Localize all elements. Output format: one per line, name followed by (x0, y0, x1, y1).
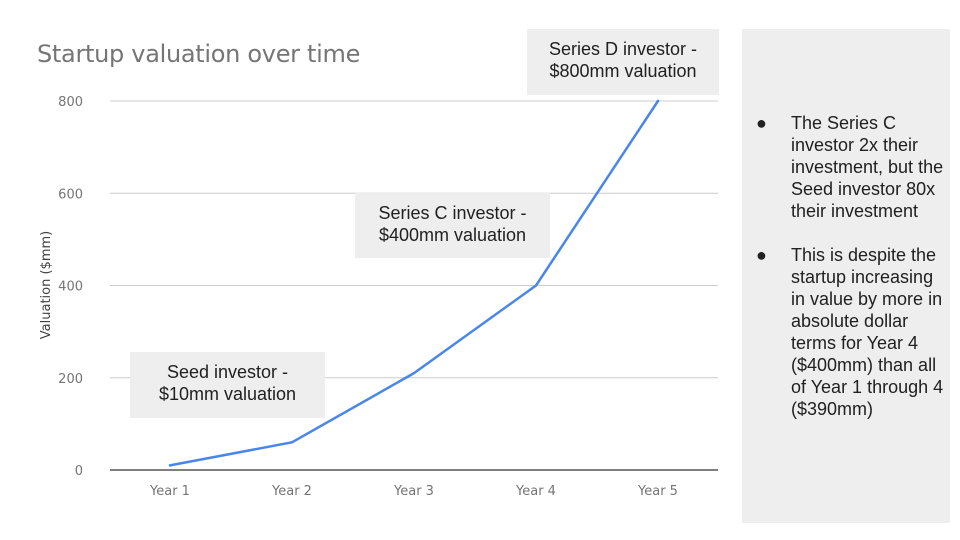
x-tick-label: Year 1 (149, 484, 190, 499)
y-tick-label: 600 (58, 187, 83, 202)
annotation-series-d-investor: Series D investor - $800mm valuation (527, 29, 719, 95)
y-tick-label: 400 (58, 280, 83, 295)
data-point (291, 441, 293, 443)
y-tick-label: 800 (58, 95, 83, 110)
y-tick-label: 200 (58, 372, 83, 387)
note-text: The Series C investor 2x their investmen… (791, 113, 943, 221)
annotation-series-c-investor: Series C investor - $400mm valuation (355, 193, 550, 258)
annotation-series-c-line-2: $400mm valuation (365, 224, 540, 246)
y-axis-title: Valuation ($mm) (39, 231, 54, 339)
note-text: This is despite the startup increasing i… (791, 245, 943, 419)
y-axis-ticks: 0 200 400 600 800 (58, 95, 83, 479)
y-tick-label: 0 (75, 464, 83, 479)
data-point (657, 100, 659, 102)
data-point (413, 372, 415, 374)
annotation-seed-line-1: Seed investor - (140, 361, 315, 383)
data-point (169, 464, 171, 466)
annotation-seed-investor: Seed investor - $10mm valuation (130, 352, 325, 418)
notes-list: ● The Series C investor 2x their investm… (756, 112, 948, 442)
x-tick-label: Year 5 (637, 484, 678, 499)
x-tick-label: Year 3 (393, 484, 434, 499)
bullet-icon: ● (756, 244, 767, 266)
x-tick-label: Year 2 (271, 484, 312, 499)
annotation-series-d-line-1: Series D investor - (537, 38, 709, 60)
annotation-seed-line-2: $10mm valuation (140, 383, 315, 405)
note-item: ● The Series C investor 2x their investm… (756, 112, 948, 222)
note-item: ● This is despite the startup increasing… (756, 244, 948, 420)
notes-panel: ● The Series C investor 2x their investm… (742, 29, 950, 523)
annotation-series-d-line-2: $800mm valuation (537, 60, 709, 82)
bullet-icon: ● (756, 112, 767, 134)
data-point (535, 284, 537, 286)
x-axis-ticks: Year 1 Year 2 Year 3 Year 4 Year 5 (149, 484, 678, 499)
annotation-series-c-line-1: Series C investor - (365, 202, 540, 224)
x-tick-label: Year 4 (515, 484, 556, 499)
